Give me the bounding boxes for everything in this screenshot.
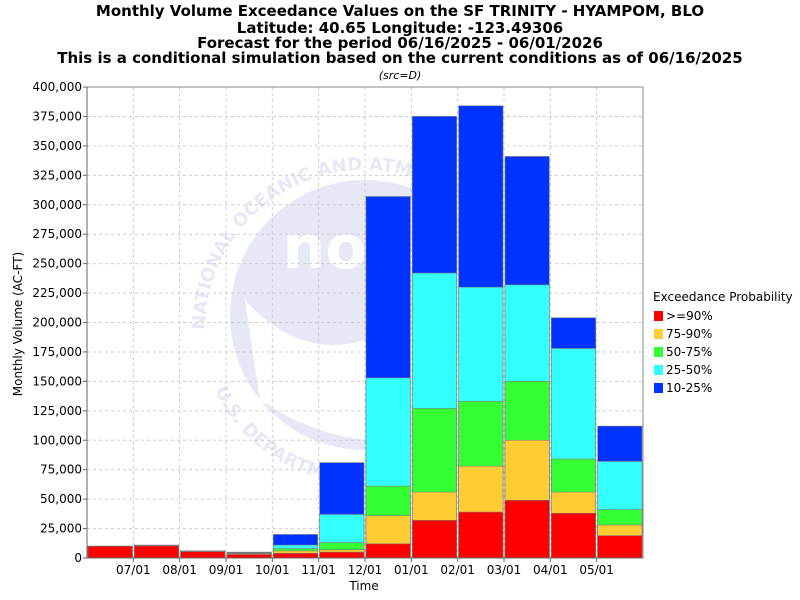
y-tick-label: 100,000 (32, 433, 82, 447)
x-tick-label: 02/01 (440, 563, 475, 577)
x-tick-label: 09/01 (209, 563, 244, 577)
y-tick-label: 150,000 (32, 374, 82, 388)
title-line-4: This is a conditional simulation based o… (57, 49, 743, 67)
legend-label: 75-90% (666, 327, 712, 341)
x-tick-label: 12/01 (348, 563, 383, 577)
bar-90-sep (226, 554, 272, 559)
x-axis-ticks: 07/01 08/01 09/01 10/01 11/01 12/01 01/01 02/01… (116, 558, 614, 577)
legend-swatch (654, 365, 663, 375)
y-tick-label: 225,000 (32, 286, 82, 300)
legend-label: 25-50% (666, 363, 712, 377)
subtitle: (src=D) (379, 69, 422, 82)
legend-swatch (654, 329, 663, 339)
y-tick-label: 125,000 (32, 404, 82, 418)
y-axis-label: Monthly Volume (AC-FT) (11, 252, 25, 396)
legend-label: 10-25% (666, 381, 712, 395)
bar-90-dec (365, 543, 411, 559)
bar-90-mar (504, 500, 550, 559)
bar-90-may (597, 535, 643, 559)
y-tick-label: 50,000 (40, 492, 82, 506)
bar-90-jan (412, 520, 457, 559)
x-tick-label: 01/01 (394, 563, 429, 577)
y-tick-label: 175,000 (32, 345, 82, 359)
bar-90-oct (273, 552, 318, 559)
title-line-1: Monthly Volume Exceedance Values on the … (96, 2, 704, 20)
y-tick-label: 300,000 (32, 198, 82, 212)
legend-swatch (654, 383, 663, 393)
bar-90-jul (134, 545, 179, 559)
bar-90-apr (551, 512, 596, 559)
y-tick-label: 275,000 (32, 227, 82, 241)
bar-90-feb (458, 511, 504, 559)
y-tick-label: 75,000 (40, 463, 82, 477)
y-tick-label: 25,000 (40, 522, 82, 536)
legend-label: >=90% (666, 309, 713, 323)
x-tick-label: 03/01 (487, 563, 522, 577)
legend-swatch (654, 347, 663, 357)
legend-label: 50-75% (666, 345, 712, 359)
x-tick-label: 04/01 (533, 563, 568, 577)
title-line-2: Latitude: 40.65 Longitude: -123.49306 (237, 19, 563, 37)
x-axis-label: Time (348, 579, 378, 593)
y-tick-label: 0 (74, 551, 82, 565)
x-tick-label: 08/01 (162, 563, 197, 577)
title-line-3: Forecast for the period 06/16/2025 - 06/… (197, 34, 603, 52)
y-tick-label: 375,000 (32, 109, 82, 123)
y-tick-label: 350,000 (32, 139, 82, 153)
bars (87, 105, 643, 559)
bar-90-jun (87, 545, 133, 559)
chart-title: Monthly Volume Exceedance Values on the … (57, 2, 743, 82)
x-tick-label: 11/01 (301, 563, 336, 577)
legend-swatch (654, 311, 663, 321)
legend: Exceedance Probability >=90% 75-90% 50-75%… (653, 290, 793, 395)
y-tick-label: 325,000 (32, 168, 82, 182)
legend-title: Exceedance Probability (653, 290, 793, 304)
x-tick-label: 05/01 (579, 563, 614, 577)
y-axis-ticks: 0 25,000 50,000 75,000 100,000 125,000 150,000… (32, 80, 87, 565)
y-tick-label: 250,000 (32, 257, 82, 271)
y-tick-label: 200,000 (32, 316, 82, 330)
bar-90-aug (180, 551, 226, 559)
y-tick-label: 400,000 (32, 80, 82, 94)
bar-90-nov (319, 551, 365, 559)
x-tick-label: 07/01 (116, 563, 151, 577)
x-tick-label: 10/01 (255, 563, 290, 577)
